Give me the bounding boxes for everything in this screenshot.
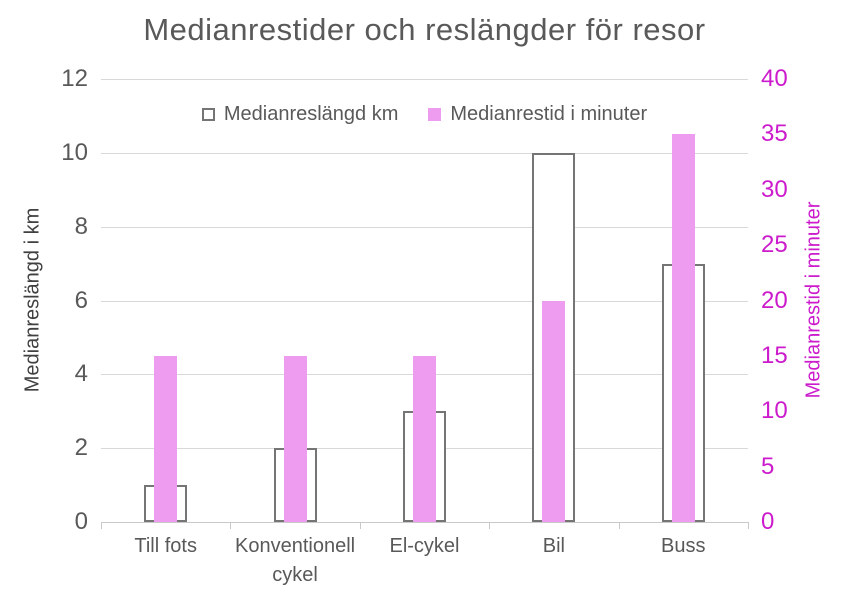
right-axis-tick-label: 40 <box>761 65 788 92</box>
left-axis-tick-label: 10 <box>61 138 88 166</box>
left-axis-tick-label: 4 <box>74 360 88 388</box>
legend-swatch-outline-icon <box>201 107 215 121</box>
bar-medianrestid-1 <box>154 355 178 522</box>
legend-label-medianrestid: Medianrestid i minuter <box>450 102 648 125</box>
right-axis-tick-label: 5 <box>761 452 775 480</box>
x-axis-tick <box>359 522 361 529</box>
legend-item-medianreslangd: Medianreslängd km <box>201 102 399 126</box>
category-label-2: Konventionell cykel <box>235 535 356 586</box>
gridline <box>101 226 748 228</box>
bar-medianrestid-4 <box>542 300 566 522</box>
category-label-5: Buss <box>661 535 706 557</box>
right-axis-tick-label: 20 <box>761 286 788 314</box>
legend: Medianreslängd km Medianrestid i minuter <box>101 99 748 129</box>
x-axis-tick <box>748 522 749 529</box>
right-axis-tick-label: 10 <box>761 397 788 425</box>
chart-title: Medianrestider och reslängder för resor <box>143 12 706 47</box>
bar-medianrestid-5 <box>671 134 695 522</box>
right-axis-tick-label: 35 <box>761 120 788 148</box>
right-axis-tick-label: 0 <box>761 508 775 535</box>
x-axis-line <box>101 522 748 523</box>
bar-medianrestid-2 <box>283 355 307 522</box>
bar-medianrestid-3 <box>413 355 436 522</box>
legend-label-medianreslangd: Medianreslängd km <box>223 102 399 125</box>
right-axis-tick-label: 30 <box>761 175 788 203</box>
gridline <box>101 152 748 154</box>
gridline <box>101 300 748 302</box>
x-axis-tick <box>489 522 491 529</box>
left-axis-tick-label: 12 <box>61 65 88 92</box>
left-axis-tick-label: 6 <box>74 286 88 314</box>
left-axis-tick-label: 0 <box>74 508 88 535</box>
category-label-3: El-cykel <box>389 535 460 557</box>
x-axis-tick <box>230 522 232 529</box>
left-axis-tick-label: 8 <box>74 212 88 240</box>
right-axis-tick-label: 15 <box>761 341 788 369</box>
x-axis-tick <box>618 522 620 529</box>
left-axis-tick-label: 2 <box>74 434 88 462</box>
gridline <box>101 79 748 80</box>
legend-item-medianrestid: Medianrestid i minuter <box>428 103 647 126</box>
right-axis-tick-label: 25 <box>761 231 788 259</box>
legend-swatch-pink-icon <box>428 107 442 121</box>
category-label-4: Bil <box>542 535 565 557</box>
x-axis-tick <box>101 522 102 529</box>
category-label-1: Till fots <box>134 535 197 557</box>
